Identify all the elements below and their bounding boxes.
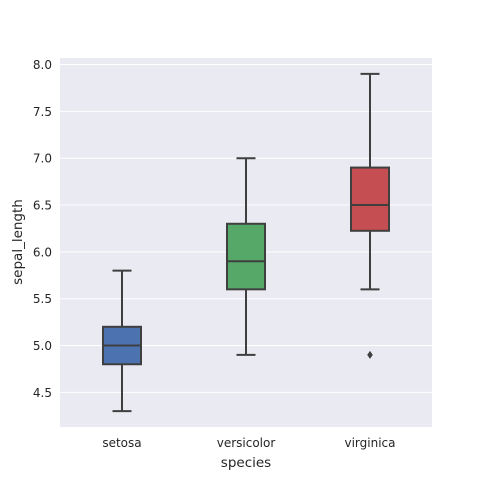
iqr-box bbox=[350, 166, 390, 232]
x-tick-labels: setosa versicolor virginica bbox=[102, 436, 395, 450]
x-axis-label: species bbox=[221, 455, 271, 471]
y-tick-label: 5.0 bbox=[33, 339, 52, 353]
box-setosa bbox=[102, 269, 142, 413]
y-tick-label: 7.0 bbox=[33, 152, 52, 166]
x-tick-label: versicolor bbox=[217, 436, 276, 450]
y-axis-label: sepal_length bbox=[10, 199, 26, 285]
outlier-point bbox=[367, 350, 373, 359]
y-tick-label: 8.0 bbox=[33, 58, 52, 72]
y-tick-label: 4.5 bbox=[33, 386, 52, 400]
y-tick-labels: 4.5 5.0 5.5 6.0 6.5 7.0 7.5 8.0 bbox=[33, 58, 52, 400]
y-tick-label: 5.5 bbox=[33, 292, 52, 306]
box-virginica bbox=[350, 72, 390, 359]
x-tick-label: virginica bbox=[345, 436, 396, 450]
iqr-box bbox=[226, 222, 266, 291]
box-versicolor bbox=[226, 157, 266, 356]
y-tick-label: 6.0 bbox=[33, 245, 52, 259]
x-tick-label: setosa bbox=[102, 436, 141, 450]
boxes bbox=[102, 72, 390, 413]
y-tick-label: 6.5 bbox=[33, 199, 52, 213]
y-tick-label: 7.5 bbox=[33, 105, 52, 119]
